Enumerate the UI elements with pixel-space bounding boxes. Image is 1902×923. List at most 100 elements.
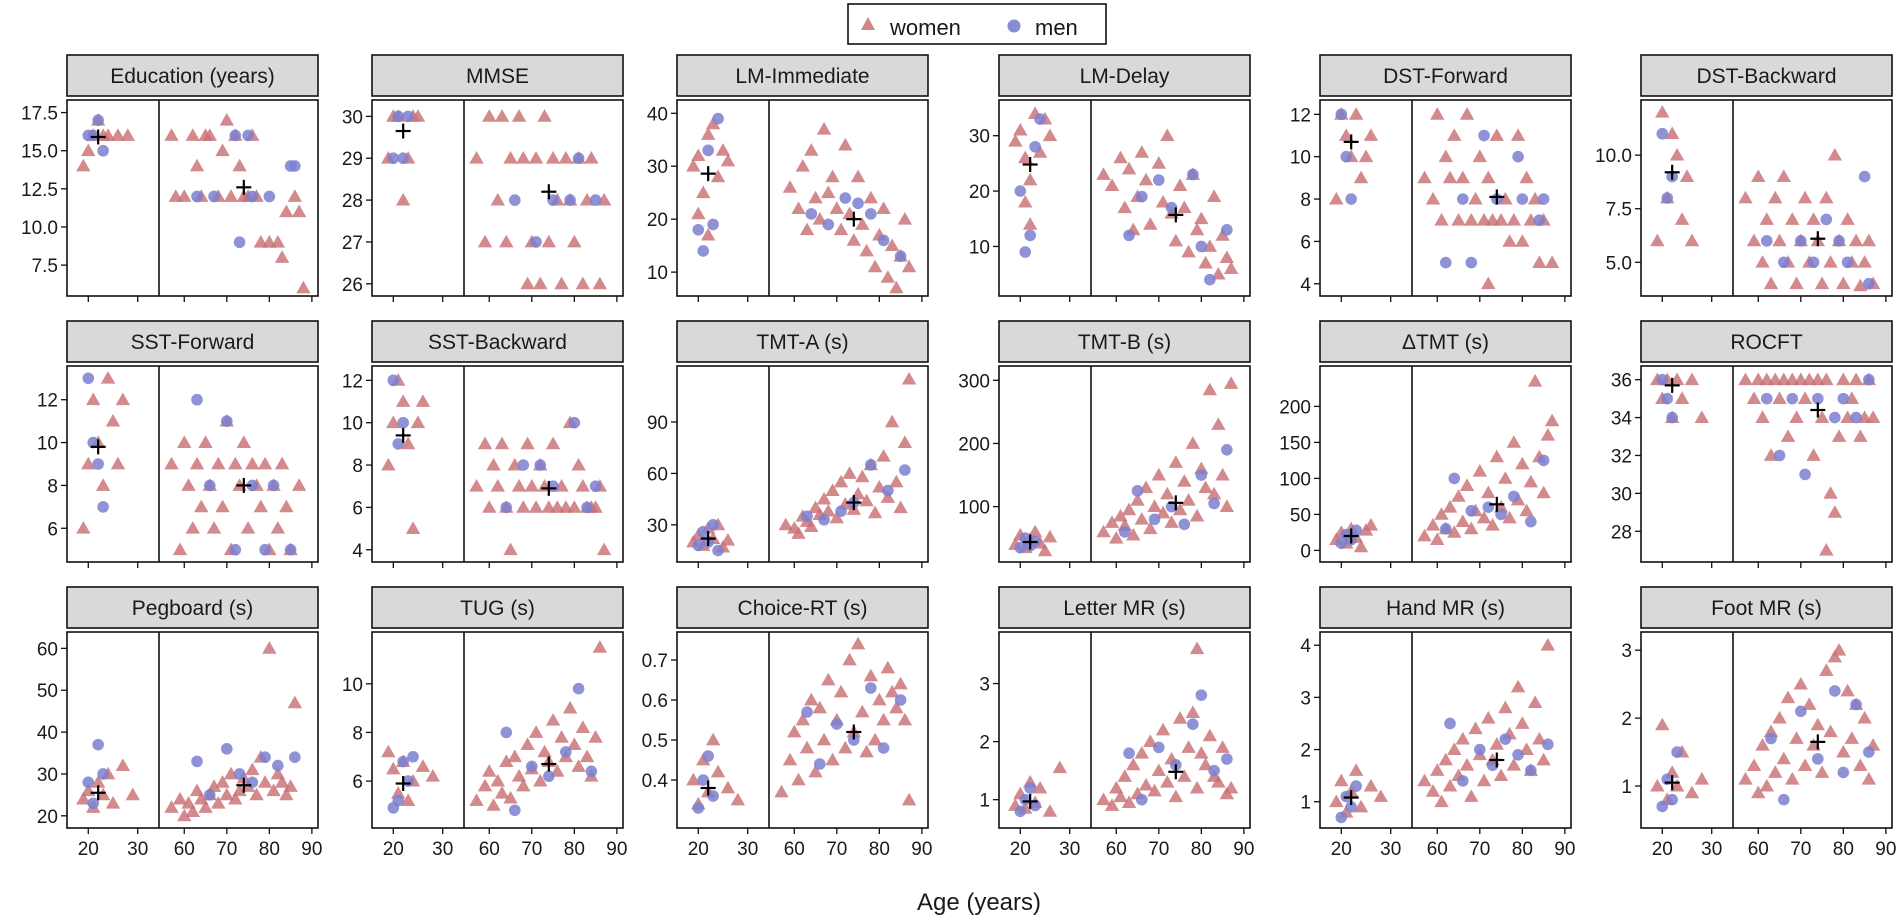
men-point	[397, 755, 409, 768]
men-point	[289, 160, 301, 172]
men-point	[500, 726, 513, 739]
women-point	[110, 128, 126, 141]
men-point	[581, 501, 593, 514]
men-point	[1850, 698, 1862, 711]
women-point	[391, 786, 406, 799]
women-point	[562, 700, 578, 714]
women-point	[1172, 711, 1188, 724]
women-point	[1143, 734, 1158, 748]
men-point	[1829, 411, 1841, 424]
women-point	[1425, 518, 1441, 531]
women-point	[1797, 190, 1813, 204]
men-point	[1542, 738, 1554, 751]
men-point	[707, 790, 719, 802]
men-point	[1345, 801, 1357, 813]
y-tick-label: 60	[647, 464, 668, 485]
women-point	[1438, 149, 1453, 163]
women-point	[1013, 122, 1028, 136]
women-point	[700, 227, 716, 241]
men-point	[1474, 743, 1486, 756]
women-point	[232, 783, 247, 797]
y-tick-label: 30	[342, 107, 363, 128]
panel-frame	[998, 99, 1251, 297]
points	[1008, 376, 1239, 557]
women-point	[400, 436, 416, 450]
women-point	[511, 109, 527, 122]
women-point	[884, 238, 900, 252]
men-point	[1773, 449, 1786, 462]
men-point	[1812, 753, 1824, 765]
panel-strip	[1640, 320, 1893, 363]
women-point	[1215, 467, 1230, 481]
panel-title: LM-Immediate	[735, 65, 869, 88]
men-point	[1837, 392, 1850, 405]
women-point	[1438, 752, 1453, 766]
panel-tmt-b-s: TMT-B (s) 100 200 300	[958, 320, 1251, 568]
y-tick-label: 10	[647, 263, 668, 284]
men-point	[221, 743, 233, 755]
women-point	[1763, 276, 1779, 290]
women-point	[1037, 543, 1053, 557]
men-point	[1525, 764, 1537, 777]
men-point	[229, 543, 242, 556]
x-tick-label: 70	[216, 839, 237, 860]
women-point	[791, 526, 806, 539]
women-point	[1836, 744, 1851, 758]
men-point	[87, 797, 100, 810]
men-point	[692, 802, 705, 814]
panel-title: Letter MR (s)	[1063, 597, 1186, 620]
men-point	[1024, 782, 1036, 794]
men-point	[203, 479, 216, 492]
women-point	[1134, 746, 1149, 759]
y-tick-label: 300	[958, 371, 990, 392]
y-tick-label: 6	[47, 519, 58, 540]
women-point	[1746, 233, 1762, 247]
men-point	[1195, 469, 1208, 481]
legend-box	[847, 3, 1107, 45]
women-point	[829, 201, 845, 214]
x-tick-label: 90	[606, 839, 627, 860]
women-point	[575, 720, 591, 733]
y-tick-label: 6	[352, 772, 363, 793]
men-point	[233, 768, 246, 780]
women-point	[1155, 505, 1171, 519]
women-point	[194, 499, 209, 513]
panel-hand-mr-s: Hand MR (s) 1 2 3 4 20 30 60 70 80 90	[1300, 586, 1575, 860]
women-point	[537, 744, 552, 758]
women-point	[1464, 213, 1479, 226]
women-point	[545, 713, 561, 726]
points	[686, 371, 917, 557]
women-point	[541, 234, 557, 248]
x-tick-label: 30	[1701, 839, 1722, 860]
women-point	[1417, 528, 1432, 542]
panel-education-years: Education (years) 7.5 10.0 12.5 15.0 17.5	[21, 54, 319, 302]
panel-frame	[66, 99, 319, 297]
panel-title: Choice-RT (s)	[738, 597, 868, 620]
men-point	[877, 234, 890, 247]
men-point	[259, 751, 271, 764]
women-point	[1202, 728, 1218, 742]
women-point	[1442, 778, 1458, 792]
women-point	[1515, 234, 1530, 247]
women-point	[863, 190, 879, 204]
men-point	[1820, 213, 1833, 226]
women-point	[490, 192, 505, 206]
panel-title: ΔTMT (s)	[1402, 331, 1489, 354]
women-point	[1042, 128, 1058, 142]
x-tick-label: 80	[1191, 839, 1212, 860]
panel-strip	[998, 54, 1251, 97]
panel-frame	[998, 365, 1251, 563]
y-tick-label: 0.6	[642, 691, 668, 712]
women-point	[1669, 778, 1685, 792]
men-point	[1165, 201, 1178, 214]
men-point	[1195, 240, 1208, 253]
women-point	[1027, 524, 1043, 538]
x-tick-label: 70	[1469, 839, 1490, 860]
women-point	[782, 180, 798, 193]
old-mean-marker	[846, 211, 862, 227]
men-point	[1486, 759, 1499, 772]
women-point	[1042, 804, 1058, 817]
women-point	[1219, 250, 1235, 263]
men-point	[712, 544, 724, 557]
x-tick-label: 60	[784, 839, 805, 860]
